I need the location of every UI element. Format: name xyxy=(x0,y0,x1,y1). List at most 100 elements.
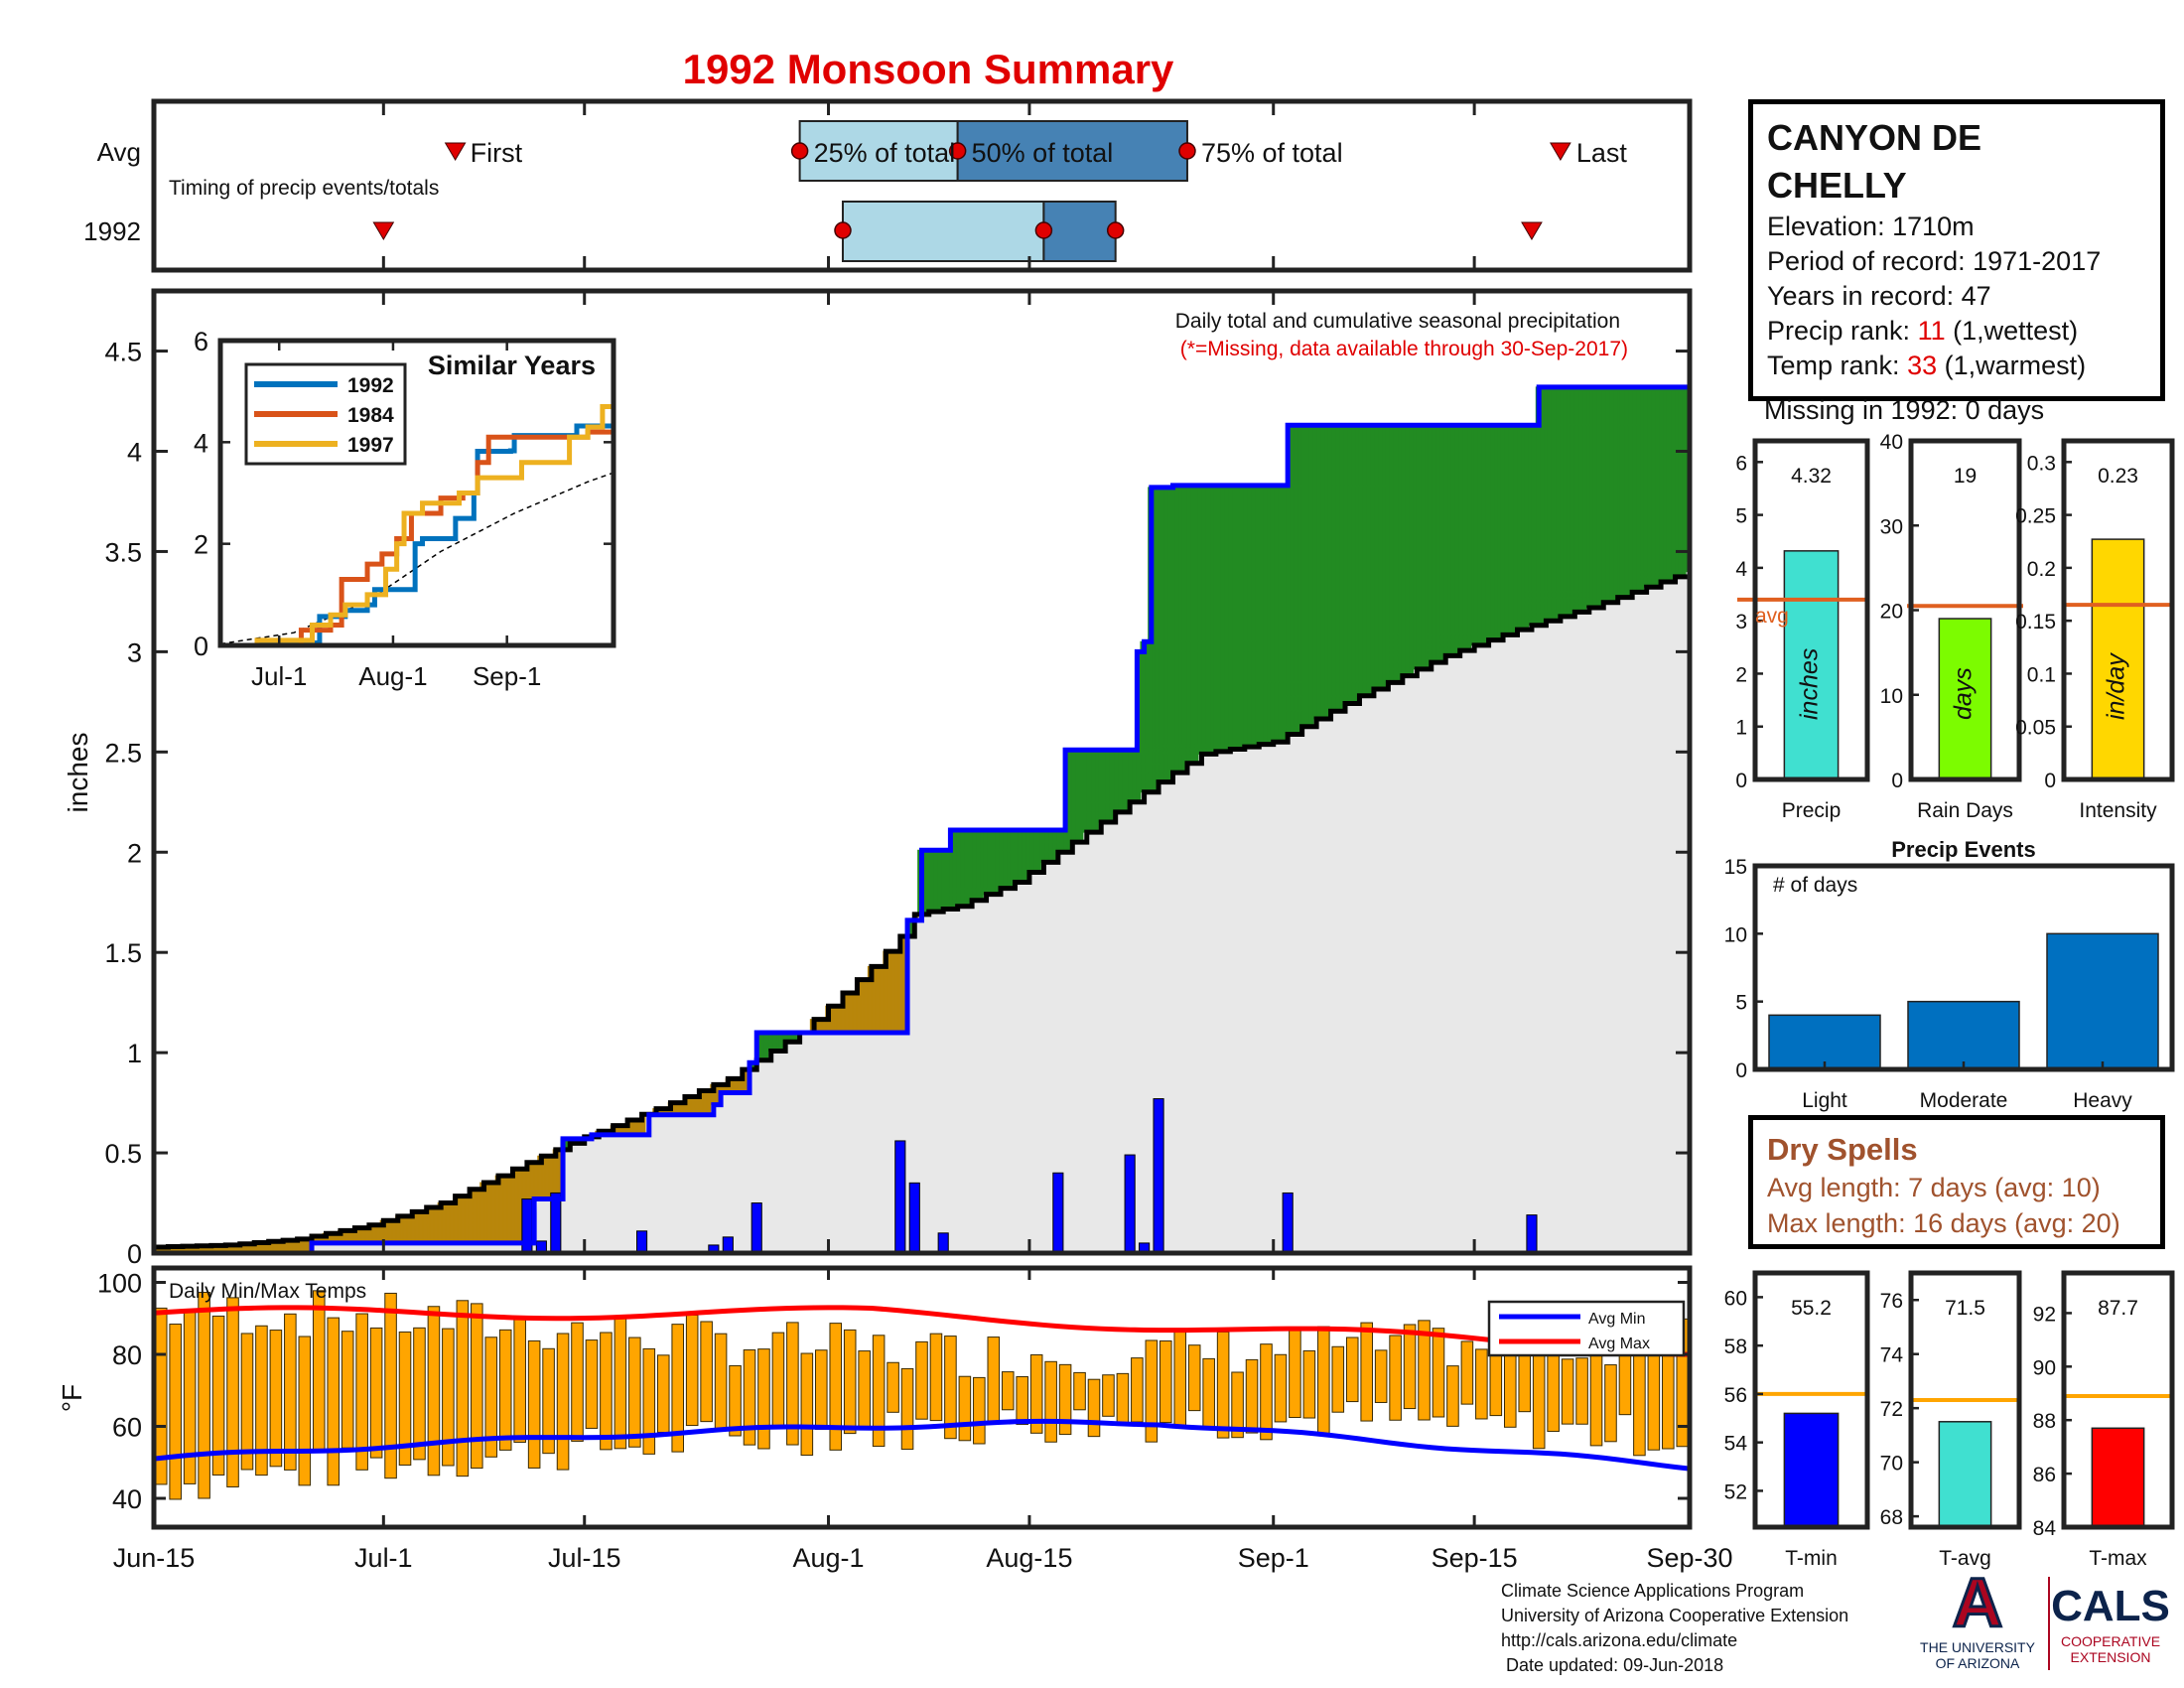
precip-daily-bar xyxy=(1282,1192,1294,1254)
station-years: Years in record: 47 xyxy=(1767,281,1991,311)
temp-daily-bar xyxy=(1575,1357,1588,1425)
tavg_box-ytick-label: 68 xyxy=(1880,1506,1903,1529)
timing-avg-first-marker xyxy=(444,142,467,161)
temp-ytick-label: 60 xyxy=(112,1413,142,1443)
precip-ytick-label: 2 xyxy=(127,838,142,868)
temp-legend-box xyxy=(1487,1300,1686,1357)
temp-daily-bar xyxy=(312,1290,326,1452)
temp-rank: Temp rank: 33 (1,warmest) xyxy=(1767,349,2146,383)
precip-rank: Precip rank: 11 (1,wettest) xyxy=(1767,314,2146,349)
raindays_box-ytick-label: 20 xyxy=(1880,601,1903,624)
temp-daily-bar xyxy=(829,1323,843,1451)
precip-daily-bar xyxy=(894,1140,906,1254)
temp-avg-max-line xyxy=(153,1305,1691,1357)
temp-daily-bar xyxy=(1418,1320,1431,1421)
events-ytick-label: 5 xyxy=(1735,992,1747,1015)
temp-daily-bar xyxy=(1029,1354,1043,1434)
temp-daily-bar xyxy=(1016,1376,1028,1425)
similar-panel-frame xyxy=(217,338,616,648)
temp-daily-bar xyxy=(398,1331,412,1466)
station-period: Period of record: 1971-2017 xyxy=(1767,246,2102,276)
temp-daily-bar xyxy=(1503,1345,1517,1428)
raindays_box-ytick-label: 10 xyxy=(1880,685,1903,708)
timing-q75-label: 75% of total xyxy=(1201,138,1343,168)
tmax_box-frame xyxy=(2061,1270,2175,1530)
tmin_box-ytick-label: 54 xyxy=(1724,1433,1748,1456)
temp-avg-min-line xyxy=(153,1418,1691,1472)
raindays_box-frame xyxy=(1908,438,2022,782)
similar-ytick-label: 6 xyxy=(194,327,208,356)
temp-rank-value: 33 xyxy=(1907,351,1938,380)
events-ytick-label: 10 xyxy=(1724,923,1747,946)
tmin_box-ytick-label: 56 xyxy=(1724,1384,1747,1407)
events-category-label: Moderate xyxy=(1920,1089,2008,1112)
temp-daily-bar xyxy=(1116,1372,1130,1427)
precip_box-ytick-label: 0 xyxy=(1735,770,1747,792)
precip_box-frame xyxy=(1752,438,1870,782)
temp-daily-bar xyxy=(1532,1348,1546,1450)
temp-daily-bar xyxy=(355,1313,368,1471)
xaxis-date-label: Jun-15 xyxy=(113,1543,196,1573)
precip-panel-frame xyxy=(151,288,1693,1256)
xaxis-date-label: Sep-1 xyxy=(1238,1543,1309,1573)
temp-daily-bar xyxy=(413,1327,426,1461)
similar-title: Similar Years xyxy=(428,351,596,380)
intensity_box-ytick-label: 0.05 xyxy=(2015,717,2056,740)
timing-first-label: First xyxy=(471,138,523,168)
temp-daily-bar xyxy=(240,1333,254,1471)
temp-daily-bar xyxy=(1058,1363,1072,1436)
temp-daily-bar xyxy=(743,1349,756,1446)
intensity_box-unit-label: in/day xyxy=(2103,652,2130,720)
tmin_box-ytick-label: 58 xyxy=(1724,1336,1747,1358)
temp-daily-bar xyxy=(585,1339,599,1429)
similar-legend-label-1984: 1984 xyxy=(347,404,394,427)
events-category-label: Light xyxy=(1802,1089,1847,1112)
temp-daily-bar xyxy=(1302,1349,1316,1419)
credits-line-1: Climate Science Applications Program xyxy=(1501,1581,1805,1601)
dry-spells-title: Dry Spells xyxy=(1767,1132,1918,1167)
precip_box-ytick-label: 2 xyxy=(1735,663,1747,686)
temp-daily-bar xyxy=(642,1347,656,1455)
dry-avg-length: Avg length: 7 days (avg: 10) xyxy=(1767,1173,2101,1202)
precip-ytick-label: 2.5 xyxy=(104,738,142,768)
tmax_box-ytick-label: 90 xyxy=(2033,1356,2056,1379)
tavg_box-ytick-label: 72 xyxy=(1880,1398,1903,1421)
cals-logo-icon: CALS xyxy=(2051,1582,2169,1630)
events-frame xyxy=(1752,863,2175,1072)
intensity_box-xlabel: Intensity xyxy=(2079,799,2157,822)
temp-daily-bar xyxy=(1216,1331,1230,1439)
precip-daily-bar xyxy=(908,1182,920,1254)
timing-avg-q50-marker xyxy=(948,142,967,160)
timing-1992-q50-q75-bar xyxy=(1042,201,1117,262)
precip-ytick-label: 1 xyxy=(127,1039,142,1068)
timing-avg-q25-q50-bar xyxy=(798,120,959,182)
ua-logo-line1: THE UNIVERSITY xyxy=(1920,1639,2036,1655)
temp-daily-bar xyxy=(973,1376,986,1445)
temp-daily-bar xyxy=(1374,1349,1388,1403)
temp-daily-bar xyxy=(226,1297,239,1487)
precip-ytick-label: 4 xyxy=(127,438,142,468)
temp-daily-bar xyxy=(987,1336,1001,1425)
precip-ytick-label: 1.5 xyxy=(104,938,142,968)
temp-daily-bar xyxy=(1173,1330,1187,1428)
ua-logo-icon: A xyxy=(1953,1569,2003,1641)
tmin_box-ytick-label: 52 xyxy=(1724,1480,1747,1503)
timing-1992-last-marker xyxy=(1521,221,1543,240)
temp-daily-bar xyxy=(944,1336,957,1440)
similar-xtick-label: Sep-1 xyxy=(473,661,541,691)
temp-daily-bar xyxy=(1231,1371,1244,1439)
raindays_box-value-bar xyxy=(1938,618,1992,780)
similar-ytick-label: 4 xyxy=(194,428,208,458)
intensity_box-ytick-label: 0.25 xyxy=(2015,505,2056,528)
temp-daily-bar xyxy=(1073,1371,1086,1411)
temp-daily-bar xyxy=(1187,1344,1201,1412)
similar-xtick-label: Aug-1 xyxy=(358,661,427,691)
temp-daily-bar xyxy=(284,1313,297,1471)
precip-base-area xyxy=(154,571,1690,1253)
precip-daily-bar xyxy=(1526,1214,1538,1254)
temp-legend-max-label: Avg Max xyxy=(1588,1336,1650,1352)
events-bar-moderate xyxy=(1907,1000,2020,1070)
temp-daily-bar xyxy=(786,1322,799,1446)
temp-daily-bar xyxy=(341,1331,354,1449)
